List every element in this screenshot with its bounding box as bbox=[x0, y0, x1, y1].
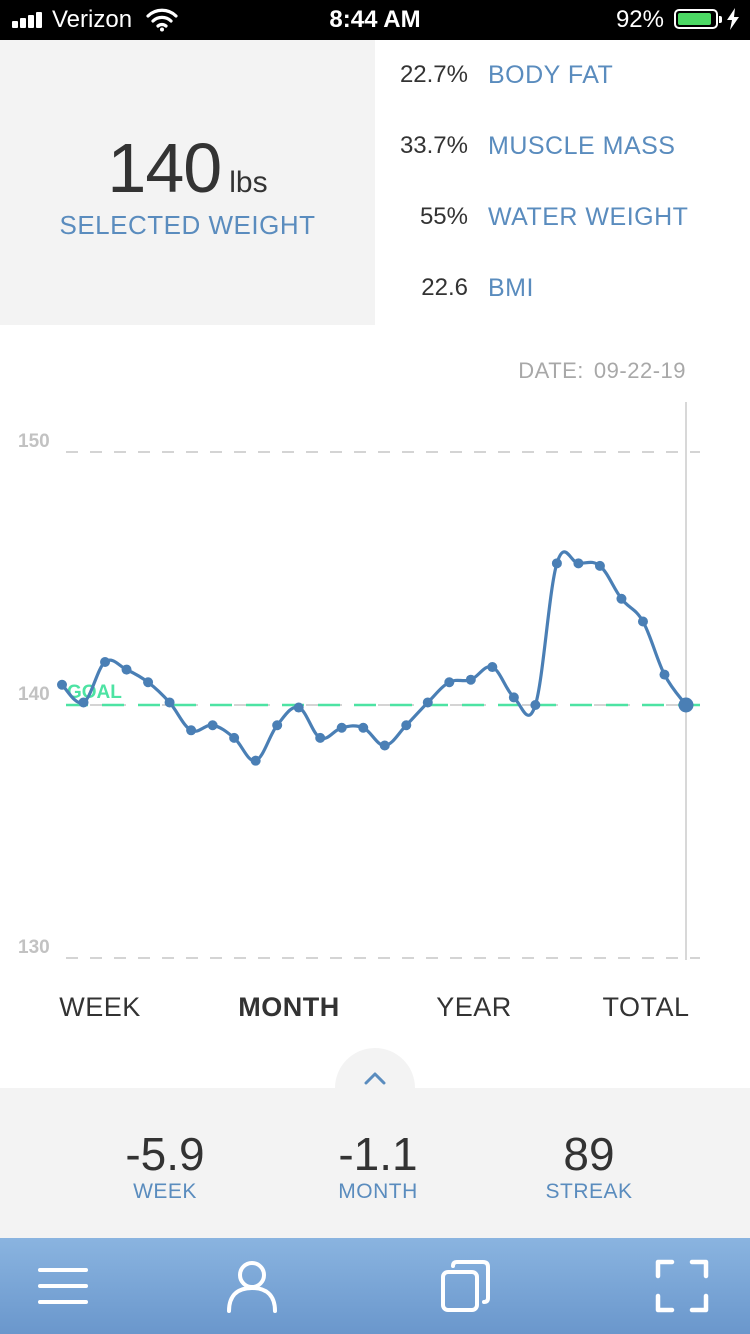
tab-month[interactable]: MONTH bbox=[238, 992, 340, 1022]
metric-body-fat: 22.7% BODY FAT bbox=[375, 55, 750, 95]
data-point[interactable] bbox=[121, 664, 132, 675]
data-point[interactable] bbox=[272, 720, 283, 731]
data-point[interactable] bbox=[465, 674, 476, 685]
weight-chart[interactable]: 150 140 130 GOAL bbox=[0, 390, 750, 990]
date-value: 09-22-19 bbox=[593, 358, 686, 383]
expand-icon[interactable] bbox=[654, 1258, 710, 1314]
selected-weight-value: 140 lbs bbox=[0, 128, 375, 208]
stats-panel: -5.9 WEEK -1.1 MONTH 89 STREAK bbox=[0, 1088, 750, 1238]
metric-label: BMI bbox=[488, 274, 534, 302]
menu-icon[interactable] bbox=[35, 1258, 91, 1314]
data-point[interactable] bbox=[422, 697, 433, 708]
data-point[interactable] bbox=[401, 720, 412, 731]
data-point[interactable] bbox=[659, 669, 670, 680]
goal-label: GOAL bbox=[67, 682, 122, 703]
metric-value: 22.7% bbox=[399, 61, 468, 88]
selected-weight-panel: 140 lbs SELECTED WEIGHT bbox=[0, 40, 375, 325]
chevron-up-icon bbox=[364, 1072, 386, 1085]
data-point[interactable] bbox=[530, 700, 541, 710]
data-point[interactable] bbox=[57, 679, 67, 690]
battery-percent: 92% bbox=[615, 6, 664, 33]
body-metrics: 22.7% BODY FAT 33.7% MUSCLE MASS 55% WAT… bbox=[375, 40, 750, 325]
data-point[interactable] bbox=[508, 692, 519, 703]
weight-number: 140 bbox=[107, 129, 222, 207]
data-point[interactable] bbox=[616, 593, 627, 604]
data-point[interactable] bbox=[186, 725, 197, 736]
date-label: DATE: bbox=[518, 358, 584, 383]
metric-label: MUSCLE MASS bbox=[488, 132, 676, 160]
stat-week: -5.9 WEEK bbox=[65, 1128, 265, 1204]
range-tabs: WEEK MONTH YEAR TOTAL bbox=[0, 985, 750, 1029]
selected-date: DATE: 09-22-19 bbox=[518, 358, 686, 384]
data-point[interactable] bbox=[100, 656, 111, 667]
weight-unit: lbs bbox=[229, 166, 268, 199]
data-point[interactable] bbox=[143, 677, 154, 688]
metric-value: 55% bbox=[419, 203, 468, 230]
copy-icon[interactable] bbox=[438, 1258, 494, 1314]
profile-icon[interactable] bbox=[224, 1258, 280, 1314]
metric-muscle-mass: 33.7% MUSCLE MASS bbox=[375, 126, 750, 166]
data-point[interactable] bbox=[164, 697, 175, 708]
tab-total[interactable]: TOTAL bbox=[602, 992, 690, 1022]
stat-label: STREAK bbox=[545, 1180, 633, 1203]
stat-streak: 89 STREAK bbox=[489, 1128, 689, 1204]
data-point[interactable] bbox=[637, 616, 648, 627]
data-point[interactable] bbox=[229, 732, 240, 743]
selected-weight-label: SELECTED WEIGHT bbox=[59, 210, 316, 240]
y-tick-label: 140 bbox=[18, 684, 50, 705]
battery-icon bbox=[674, 9, 722, 29]
carrier-name: Verizon bbox=[52, 6, 133, 33]
data-point[interactable] bbox=[444, 677, 455, 688]
data-point[interactable] bbox=[379, 740, 390, 751]
tab-year[interactable]: YEAR bbox=[436, 992, 512, 1022]
metric-label: WATER WEIGHT bbox=[488, 203, 689, 231]
signal-icon bbox=[12, 12, 46, 28]
stat-value: -5.9 bbox=[125, 1128, 205, 1180]
metric-bmi: 22.6 BMI bbox=[375, 268, 750, 308]
data-point[interactable] bbox=[573, 558, 584, 569]
y-tick-label: 130 bbox=[18, 937, 50, 958]
metric-label: BODY FAT bbox=[488, 61, 614, 89]
data-point[interactable] bbox=[250, 755, 261, 766]
weight-series-line bbox=[60, 550, 688, 763]
metric-value: 33.7% bbox=[399, 132, 468, 159]
data-point[interactable] bbox=[551, 558, 562, 569]
data-point[interactable] bbox=[594, 560, 605, 571]
stat-month: -1.1 MONTH bbox=[278, 1128, 478, 1204]
stat-label: WEEK bbox=[133, 1180, 197, 1203]
tab-week[interactable]: WEEK bbox=[59, 992, 141, 1022]
selected-data-point[interactable] bbox=[678, 697, 694, 713]
status-bar: Verizon 8:44 AM 92% bbox=[0, 0, 750, 40]
stat-value: -1.1 bbox=[338, 1128, 418, 1180]
data-point[interactable] bbox=[315, 732, 326, 743]
bottom-nav bbox=[0, 1238, 750, 1334]
metric-water-weight: 55% WATER WEIGHT bbox=[375, 197, 750, 237]
data-point[interactable] bbox=[358, 722, 369, 733]
expand-stats-button[interactable] bbox=[335, 1048, 415, 1108]
data-point[interactable] bbox=[78, 697, 89, 708]
y-tick-label: 150 bbox=[18, 431, 50, 452]
charging-icon bbox=[727, 8, 739, 30]
data-point[interactable] bbox=[487, 662, 498, 673]
data-point[interactable] bbox=[336, 722, 347, 733]
stat-label: MONTH bbox=[338, 1180, 418, 1203]
metric-value: 22.6 bbox=[421, 274, 468, 301]
stat-value: 89 bbox=[563, 1128, 615, 1180]
data-point[interactable] bbox=[293, 702, 304, 713]
clock: 8:44 AM bbox=[329, 6, 421, 33]
wifi-icon bbox=[146, 8, 178, 32]
data-point[interactable] bbox=[207, 720, 218, 731]
